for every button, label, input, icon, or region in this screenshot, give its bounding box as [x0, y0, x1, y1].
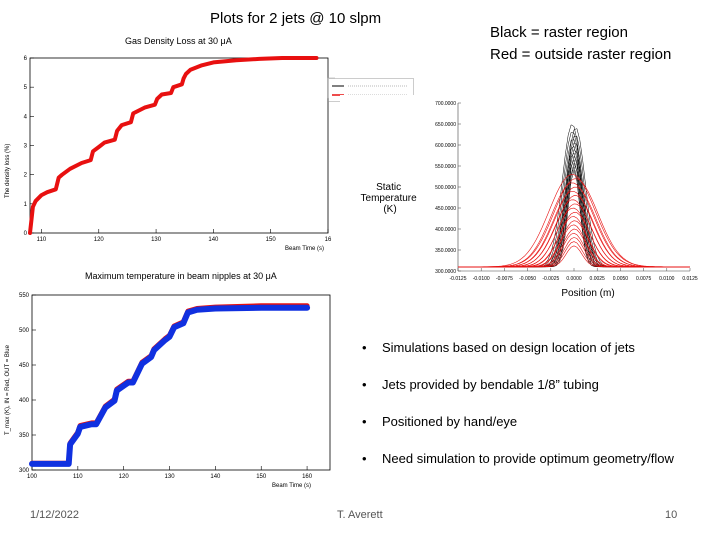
bullet-item: • Simulations based on design location of…	[362, 340, 692, 356]
y-tick-label: 300	[19, 468, 30, 474]
bullet-item: • Positioned by hand/eye	[362, 414, 692, 430]
x-tick-label: 130	[151, 237, 162, 243]
x-tick-label: 16	[325, 237, 332, 243]
x-tick-label: -0.0075	[496, 276, 513, 282]
max-temperature-xlabel: Beam Time (s)	[272, 483, 311, 489]
y-tick-label: 350.0000	[435, 248, 456, 254]
x-tick-label: 150	[266, 237, 277, 243]
x-tick-label: -0.0025	[542, 276, 559, 282]
y-tick-label: 350	[19, 433, 30, 439]
y-tick-label: 400.0000	[435, 227, 456, 233]
x-tick-label: 0.0075	[636, 276, 652, 282]
y-tick-label: 550.0000	[435, 164, 456, 170]
x-tick-label: 140	[210, 474, 221, 480]
legend-note-black: Black = raster region	[490, 24, 628, 41]
color-legend-note: Black = raster region Red = outside rast…	[490, 22, 671, 66]
slide-title: Plots for 2 jets @ 10 slpm	[210, 10, 382, 27]
gas-density-xlabel: Beam Time (s)	[285, 246, 324, 252]
x-tick-label: 140	[208, 237, 219, 243]
y-tick-label: 500.0000	[435, 185, 456, 191]
y-tick-label: 4	[24, 114, 28, 120]
bullet-dot: •	[362, 414, 367, 429]
max-temperature-ylabel: T_max (K), IN = Red, OUT = Blue	[5, 344, 11, 435]
x-tick-label: 100	[27, 474, 38, 480]
y-tick-label: 550	[19, 293, 30, 299]
y-tick-label: 500	[19, 328, 30, 334]
x-tick-label: 0.0125	[682, 276, 698, 282]
y-tick-label: 2	[24, 173, 28, 179]
bullet-text: Jets provided by bendable 1/8” tubing	[382, 377, 599, 392]
x-tick-label: -0.0125	[450, 276, 467, 282]
x-tick-label: 110	[73, 474, 83, 480]
bullet-dot: •	[362, 451, 367, 466]
bullet-list: • Simulations based on design location of…	[362, 340, 692, 488]
series-line	[29, 304, 311, 467]
bullet-item: • Need simulation to provide optimum geom…	[362, 451, 692, 467]
y-tick-label: 0	[24, 231, 28, 237]
bullet-text: Positioned by hand/eye	[382, 414, 518, 429]
y-tick-label: 450	[19, 363, 30, 369]
x-tick-label: 130	[165, 474, 176, 480]
x-tick-label: 0.0050	[613, 276, 629, 282]
legend-note-red: Red = outside raster region	[490, 46, 672, 63]
y-tick-label: 650.0000	[435, 122, 456, 128]
static-temperature-ylabel: Static Temperature (K)	[361, 182, 420, 215]
x-tick-label: 0.0000	[566, 276, 582, 282]
y-tick-label: 700.0000	[435, 101, 456, 107]
series-line	[28, 56, 319, 235]
y-tick-label: 600.0000	[435, 143, 456, 149]
bullet-text: Need simulation to provide optimum geome…	[382, 451, 674, 466]
x-tick-label: -0.0050	[519, 276, 536, 282]
x-tick-label: 0.0100	[659, 276, 675, 282]
x-tick-label: 120	[119, 474, 130, 480]
footer-date: 1/12/2022	[30, 509, 79, 521]
x-tick-label: 150	[256, 474, 267, 480]
y-tick-label: 1	[24, 202, 28, 208]
y-tick-label: 3	[24, 144, 28, 150]
x-tick-label: 0.0025	[590, 276, 606, 282]
y-tick-label: 300.0000	[435, 269, 456, 275]
y-tick-label: 6	[24, 56, 28, 62]
y-tick-label: 450.0000	[435, 206, 456, 212]
footer-page-number: 10	[665, 509, 678, 521]
plot-frame	[31, 294, 331, 471]
gas-density-plot: Gas Density Loss at 30 μA 0 1 2 3 4 5 6 110 120 1…	[0, 28, 335, 263]
bullet-dot: •	[362, 340, 367, 355]
max-temperature-plot: Maximum temperature in beam nipples at 3…	[0, 265, 335, 495]
footer-author: T. Averett	[337, 509, 383, 521]
x-tick-label: 120	[94, 237, 105, 243]
static-temperature-plot: 300.0000 350.0000 400.0000 450.0000 500.0000…	[340, 95, 710, 305]
x-tick-label: -0.0100	[473, 276, 490, 282]
static-temperature-xlabel: Position (m)	[561, 288, 614, 299]
bullet-text: Simulations based on design location of …	[382, 340, 635, 355]
bullet-item: • Jets provided by bendable 1/8” tubing	[362, 377, 692, 393]
gas-density-ylabel: The density loss (%)	[5, 144, 11, 198]
max-temperature-plot-title: Maximum temperature in beam nipples at 3…	[85, 271, 277, 281]
x-tick-label: 160	[302, 474, 313, 480]
bullet-dot: •	[362, 377, 367, 392]
x-tick-label: 110	[37, 237, 47, 243]
profile-curve	[458, 174, 690, 268]
gas-density-plot-title: Gas Density Loss at 30 μA	[125, 36, 232, 46]
y-tick-label: 400	[19, 398, 30, 404]
y-tick-label: 5	[24, 85, 28, 91]
